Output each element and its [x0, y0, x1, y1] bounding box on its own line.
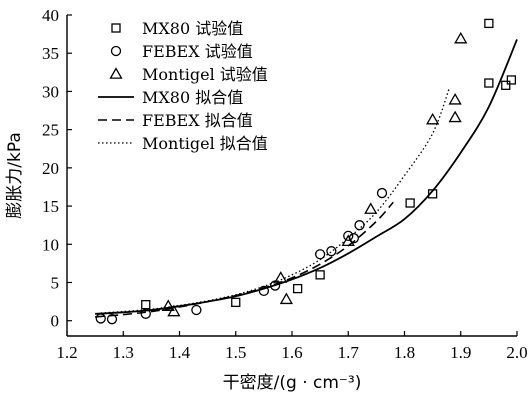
data-point-square	[231, 297, 241, 308]
legend-marker-square	[111, 23, 121, 33]
data-point-triangle	[279, 292, 293, 305]
data-point-circle	[376, 187, 388, 199]
legend-item: MX80 试验值	[111, 19, 243, 38]
x-tick-label: 1.5	[225, 343, 246, 362]
legend-item: MX80 拟合值	[98, 88, 243, 107]
legend-label: FEBEX 试验值	[142, 42, 253, 61]
y-tick-label: 20	[42, 159, 59, 178]
legend-item: Montigel 试验值	[109, 65, 268, 84]
data-point-square	[506, 75, 517, 85]
y-tick-label: 0	[51, 312, 60, 331]
legend-label: Montigel 拟合值	[142, 134, 268, 153]
series-line-5	[100, 87, 451, 314]
data-point-triangle	[426, 112, 440, 125]
y-tick-label: 15	[42, 197, 59, 216]
x-tick-label: 2.0	[506, 343, 527, 362]
axes: 1.2 1.3 1.4 1.5 1.6 1.7 1.8 1.9 2.0 0 5 10 15 20 25 30 3…	[42, 6, 528, 362]
data-point-triangle	[274, 271, 288, 283]
y-tick-label: 35	[42, 44, 59, 63]
data-point-triangle	[448, 93, 462, 105]
y-tick-label: 25	[42, 121, 59, 140]
x-tick-label: 1.9	[450, 343, 471, 362]
y-tick-label: 30	[42, 82, 59, 101]
data-point-triangle	[161, 299, 175, 311]
data-point-square	[315, 270, 325, 280]
data-point-square	[484, 78, 494, 88]
data-point-square	[292, 283, 303, 294]
data-point-square	[141, 300, 151, 310]
data-point-circle	[354, 220, 365, 231]
x-tick-label: 1.3	[113, 343, 134, 362]
legend-marker-triangle	[109, 67, 123, 79]
series-points-0	[141, 18, 517, 310]
y-tick-label: 40	[42, 6, 59, 25]
legend-item: FEBEX 试验值	[110, 42, 253, 61]
data-point-square	[405, 198, 415, 208]
data-point-triangle	[448, 110, 462, 123]
x-tick-label: 1.7	[338, 343, 360, 362]
legend-label: MX80 拟合值	[142, 88, 243, 107]
fit-line	[100, 87, 451, 314]
legend-item: Montigel 拟合值	[98, 134, 268, 153]
data-point-circle	[106, 314, 118, 325]
data-point-circle	[326, 246, 337, 257]
legend: MX80 试验值 FEBEX 试验值 Montigel 试验值 MX80 拟合值 FEB…	[98, 19, 268, 153]
data-point-circle	[191, 304, 202, 316]
series-line-4	[95, 201, 394, 318]
legend-label: FEBEX 拟合值	[142, 111, 253, 130]
legend-label: MX80 试验值	[142, 19, 243, 38]
data-point-triangle	[364, 202, 378, 214]
y-tick-label: 10	[42, 235, 59, 254]
series-line-3	[95, 39, 518, 315]
data-point-circle	[258, 285, 270, 297]
data-point-circle	[343, 230, 354, 242]
legend-item: FEBEX 拟合值	[98, 111, 253, 130]
x-tick-label: 1.8	[394, 343, 415, 362]
y-tick-label: 5	[51, 274, 60, 293]
series-layer	[95, 18, 518, 325]
data-point-circle	[95, 313, 106, 324]
data-point-triangle	[454, 31, 468, 44]
x-tick-label: 1.6	[281, 343, 302, 362]
legend-marker-circle	[110, 45, 122, 57]
data-point-triangle	[167, 304, 181, 317]
y-axis-title: 膨胀力/kPa	[5, 132, 25, 218]
data-point-square	[484, 18, 494, 29]
legend-label: Montigel 试验值	[142, 65, 268, 84]
data-point-square	[501, 80, 511, 90]
x-tick-label: 1.2	[56, 343, 77, 362]
fit-line	[95, 201, 394, 318]
fit-line	[95, 39, 518, 315]
x-axis-title: 干密度/(g · cm⁻³)	[223, 373, 362, 393]
x-tick-label: 1.4	[169, 343, 191, 362]
data-point-circle	[314, 249, 326, 260]
